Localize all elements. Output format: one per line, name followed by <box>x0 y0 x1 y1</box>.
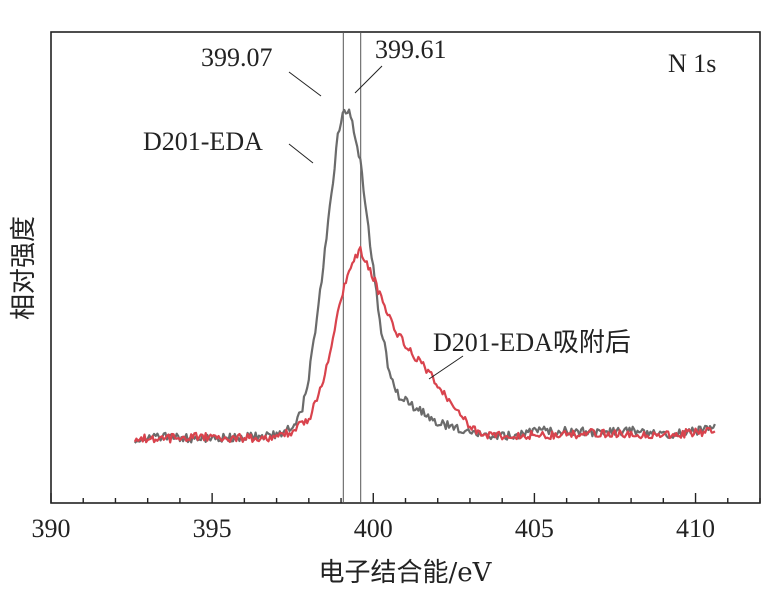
peak-label-right: 399.61 <box>375 35 447 64</box>
x-tick-label-4: 410 <box>676 514 715 543</box>
series-line-0 <box>133 108 716 444</box>
x-tick-label-1: 395 <box>193 514 232 543</box>
x-tick-label-3: 405 <box>515 514 554 543</box>
peak-label-left: 399.07 <box>201 43 273 72</box>
series-label-d201-eda-adsorbed: D201-EDA吸附后 <box>433 328 631 357</box>
peak-label-left-leader <box>288 71 322 97</box>
panel-label: N 1s <box>668 49 716 78</box>
x-axis-title: 电子结合能/eV <box>319 558 493 588</box>
x-tick-label-0: 390 <box>32 514 71 543</box>
peak-label-right-leader <box>354 65 383 94</box>
series-label-d201-eda-leader <box>288 143 314 164</box>
x-tick-label-2: 400 <box>354 514 393 543</box>
y-axis-title: 相对强度 <box>9 216 39 320</box>
series-line-1 <box>133 245 716 444</box>
series-label-d201-eda: D201-EDA <box>143 127 263 156</box>
series-label-d201-eda-adsorbed-leader <box>428 355 464 380</box>
